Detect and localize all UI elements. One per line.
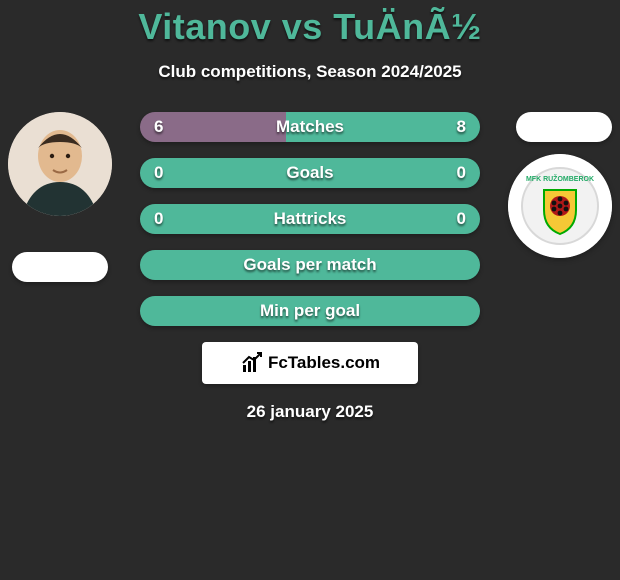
club-crest-icon: MFK RUŽOMBEROK xyxy=(508,154,612,258)
player-left-avatar xyxy=(8,112,112,216)
stat-bar: Goals0 0 xyxy=(140,158,480,188)
stat-bar-left-value: 6 xyxy=(154,112,163,142)
club-pill-right xyxy=(516,112,612,142)
svg-text:MFK RUŽOMBEROK: MFK RUŽOMBEROK xyxy=(526,174,594,183)
stat-bar-label: Min per goal xyxy=(140,296,480,326)
club-pill-left xyxy=(12,252,108,282)
stat-bars: Matches68Goals00Hattricks00Goals per mat… xyxy=(140,112,480,326)
stat-bar-label: Matches xyxy=(140,112,480,142)
stat-bar-left-value: 0 xyxy=(154,158,163,188)
stat-bar: Goals per match xyxy=(140,250,480,280)
page-title: Vitanov vs TuÄnÃ½ xyxy=(0,6,620,48)
player-right-block: MFK RUŽOMBEROK xyxy=(508,154,612,258)
stat-bar: Hattricks0 0 xyxy=(140,204,480,234)
avatar-placeholder-icon xyxy=(8,112,112,216)
stat-bar-right-value: 8 xyxy=(457,112,466,142)
stat-bar: Matches6 8 xyxy=(140,112,480,142)
footer-date: 26 january 2025 xyxy=(0,402,620,422)
stat-bar: Min per goal xyxy=(140,296,480,326)
stat-bar-right-value: 0 xyxy=(457,158,466,188)
stat-bar-label: Goals per match xyxy=(140,250,480,280)
stat-bar-left-value: 0 xyxy=(154,204,163,234)
fctables-logo-icon xyxy=(240,351,264,375)
stat-bar-right-value: 0 xyxy=(457,204,466,234)
footer-site-text: FcTables.com xyxy=(268,353,380,373)
player-right-crest: MFK RUŽOMBEROK xyxy=(508,154,612,258)
footer-site-badge[interactable]: FcTables.com xyxy=(202,342,418,384)
stat-bar-label: Hattricks xyxy=(140,204,480,234)
comparison-arena: MFK RUŽOMBEROK Matches68Goals00Hattricks… xyxy=(0,112,620,326)
stat-bar-label: Goals xyxy=(140,158,480,188)
page-subtitle: Club competitions, Season 2024/2025 xyxy=(0,62,620,82)
player-left-block xyxy=(8,112,112,282)
